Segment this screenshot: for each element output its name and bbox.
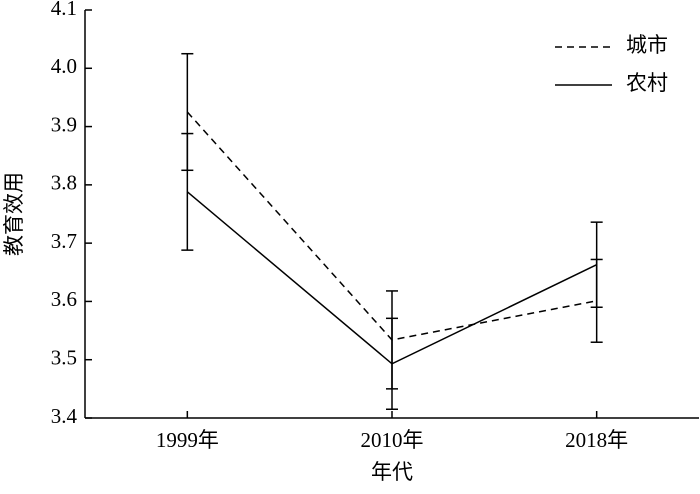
y-axis-label: 教育效用 xyxy=(2,172,26,256)
x-tick-label: 2018年 xyxy=(565,428,628,452)
y-tick-label: 3.4 xyxy=(51,404,78,428)
y-tick-label: 4.1 xyxy=(51,0,77,20)
x-tick-label: 1999年 xyxy=(156,428,219,452)
y-tick-label: 3.7 xyxy=(51,229,77,253)
x-tick-label: 2010年 xyxy=(361,428,424,452)
legend-label: 城市 xyxy=(626,33,668,57)
y-tick-label: 3.6 xyxy=(51,287,77,311)
legend-label: 农村 xyxy=(626,71,668,95)
y-tick-label: 3.8 xyxy=(51,171,77,195)
y-tick-label: 3.9 xyxy=(51,112,77,136)
y-tick-label: 3.5 xyxy=(51,346,77,370)
y-tick-label: 4.0 xyxy=(51,54,77,78)
x-axis-label: 年代 xyxy=(371,460,413,484)
